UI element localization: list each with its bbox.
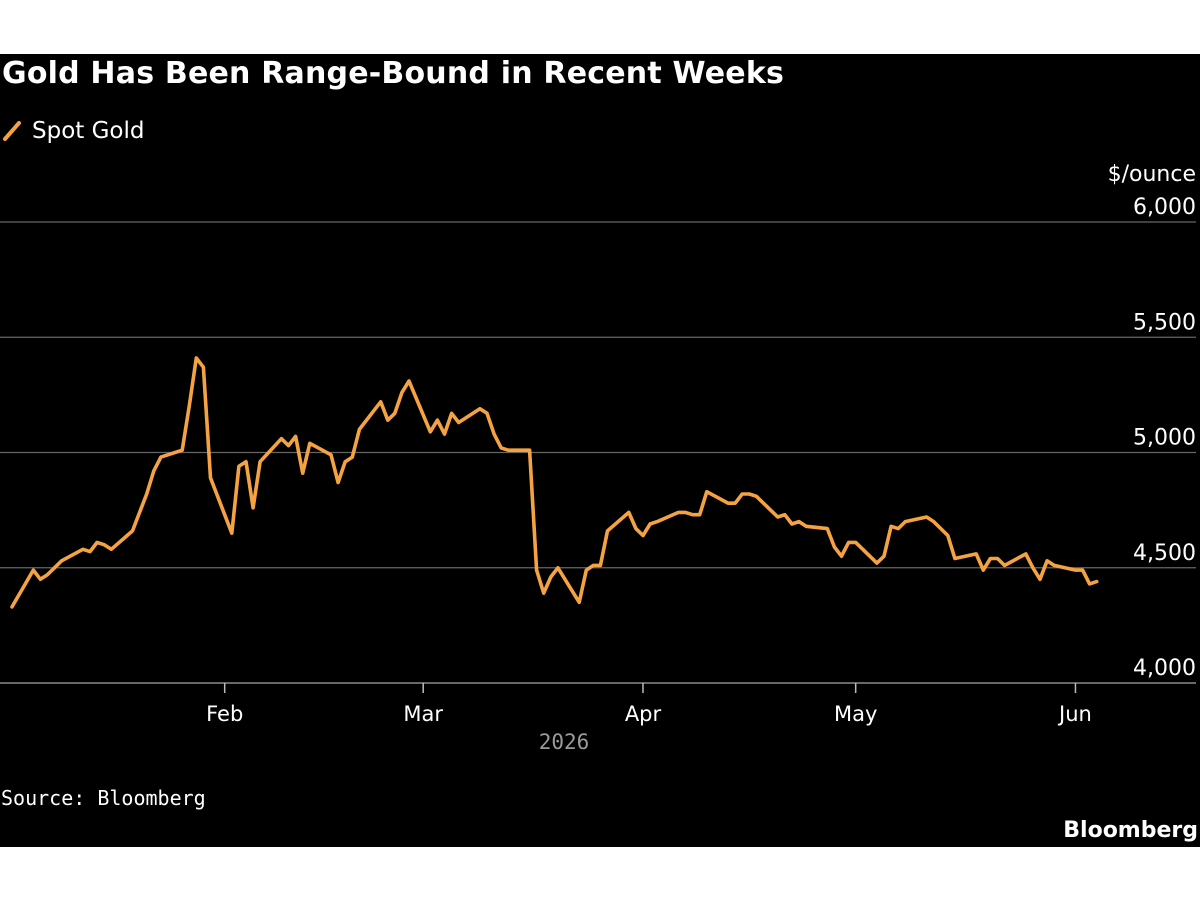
y-axis-unit-label: $/ounce bbox=[1108, 162, 1196, 187]
x-axis-year-label: 2026 bbox=[539, 730, 590, 754]
x-tick-label-may: May bbox=[834, 702, 877, 726]
bloomberg-logo: Bloomberg bbox=[1063, 818, 1198, 843]
gridlines bbox=[0, 221, 1196, 684]
x-tick-label-apr: Apr bbox=[625, 702, 662, 726]
chart-plot: 6,000 5,500 5,000 4,500 4,000 $/ounce Feb Mar… bbox=[0, 162, 1196, 754]
y-tick-label-4000: 4,000 bbox=[1133, 656, 1196, 681]
x-axis-ticks: Feb Mar Apr May Jun bbox=[206, 683, 1092, 726]
x-tick-label-jun: Jun bbox=[1057, 702, 1092, 726]
x-tick-label-feb: Feb bbox=[206, 702, 243, 726]
series-layer bbox=[10, 356, 1099, 609]
source-note: Source: Bloomberg bbox=[1, 786, 206, 810]
y-tick-label-5000: 5,000 bbox=[1133, 426, 1196, 451]
legend-swatch-icon bbox=[3, 121, 21, 141]
y-axis-ticks: 6,000 5,500 5,000 4,500 4,000 bbox=[1133, 195, 1196, 681]
chart-title: Gold Has Been Range-Bound in Recent Week… bbox=[2, 56, 785, 91]
series-line-spot-gold bbox=[10, 356, 1099, 609]
y-tick-label-5500: 5,500 bbox=[1133, 310, 1196, 335]
legend-label-spot-gold: Spot Gold bbox=[32, 118, 145, 144]
y-tick-label-6000: 6,000 bbox=[1133, 195, 1196, 220]
y-tick-label-4500: 4,500 bbox=[1133, 541, 1196, 566]
legend: Spot Gold bbox=[2, 116, 144, 146]
x-tick-label-mar: Mar bbox=[403, 702, 443, 726]
chart-panel: 6,000 5,500 5,000 4,500 4,000 $/ounce Feb Mar… bbox=[0, 54, 1200, 847]
